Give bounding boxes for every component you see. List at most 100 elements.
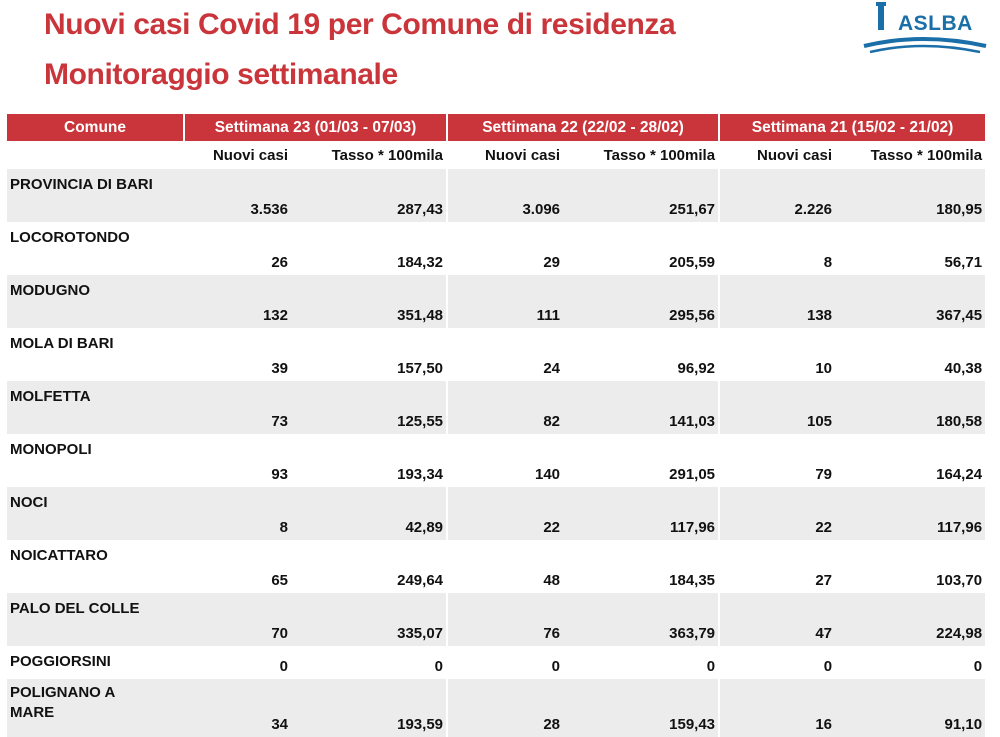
nuovi-casi-value: 70	[184, 593, 291, 646]
table-subheader-row: Nuovi casi Tasso * 100mila Nuovi casi Ta…	[7, 141, 985, 169]
nuovi-casi-value: 26	[271, 254, 288, 271]
table-body: PROVINCIA DI BARI 3.536 287,43 3.096 251,67 2…	[7, 169, 986, 737]
nuovi-casi-value: 24	[446, 328, 564, 381]
tasso-value: 96,92	[677, 360, 716, 377]
nuovi-casi-value: 105	[718, 381, 836, 434]
comune-name: MONOPOLI	[10, 441, 92, 458]
nuovi-casi-value: 79	[718, 434, 836, 487]
nuovi-casi-value: 73	[184, 381, 291, 434]
nuovi-casi-value: 22	[718, 487, 836, 540]
table-header-row: Comune Settimana 23 (01/03 - 07/03) Sett…	[7, 114, 986, 141]
comune-name: NOCI	[7, 487, 184, 540]
nuovi-casi-value: 27	[718, 540, 836, 593]
tasso-value: 159,43	[563, 679, 720, 737]
nuovi-casi-value: 3.096	[446, 169, 564, 222]
header-week-22: Settimana 22 (22/02 - 28/02)	[446, 114, 720, 141]
table-row: POGGIORSINI 0 0 0 0 0 0	[7, 646, 985, 679]
tasso-value: 193,34	[397, 466, 444, 483]
comune-name: MOLA DI BARI	[10, 335, 114, 352]
header-comune: Comune	[7, 114, 184, 141]
tasso-value: 91,10	[835, 679, 986, 737]
page-subtitle: Monitoraggio settimanale	[44, 58, 398, 91]
tasso-value: 40,38	[944, 360, 983, 377]
tasso-value: 0	[434, 658, 444, 675]
tasso-value: 164,24	[936, 466, 983, 483]
nuovi-casi-value: 22	[446, 487, 564, 540]
table-row: POLIGNANO A MARE 34 193,59 28 159,43 16 91,10	[7, 679, 986, 737]
tasso-value: 157,50	[397, 360, 444, 377]
nuovi-casi-value: 29	[446, 222, 564, 275]
nuovi-casi-value: 28	[446, 679, 564, 737]
tasso-value: 141,03	[563, 381, 720, 434]
tasso-value: 363,79	[563, 593, 720, 646]
tasso-value: 103,70	[936, 572, 983, 589]
tasso-value: 180,58	[835, 381, 986, 434]
asl-bari-logo	[863, 2, 987, 54]
tasso-value: 251,67	[563, 169, 720, 222]
subheader-nuovi-casi: Nuovi casi	[718, 141, 836, 169]
comune-name: PALO DEL COLLE	[7, 593, 184, 646]
nuovi-casi-value: 8	[718, 222, 836, 275]
tasso-value: 0	[706, 658, 716, 675]
table-row: LOCOROTONDO 26 184,32 29 205,59 8 56,71	[7, 222, 985, 275]
subheader-tasso: Tasso * 100mila	[603, 146, 716, 164]
subheader-tasso: Tasso * 100mila	[870, 146, 983, 164]
tasso-value: 287,43	[291, 169, 448, 222]
nuovi-casi-value: 111	[446, 275, 564, 328]
nuovi-casi-value: 0	[718, 646, 836, 679]
nuovi-casi-value: 65	[271, 572, 288, 589]
tasso-value: 224,98	[835, 593, 986, 646]
nuovi-casi-value: 39	[271, 360, 288, 377]
nuovi-casi-value: 76	[446, 593, 564, 646]
nuovi-casi-value: 2.226	[718, 169, 836, 222]
nuovi-casi-value: 82	[446, 381, 564, 434]
nuovi-casi-value: 10	[718, 328, 836, 381]
nuovi-casi-value: 34	[184, 679, 291, 737]
comune-name: MOLFETTA	[7, 381, 184, 434]
tasso-value: 117,96	[835, 487, 986, 540]
nuovi-casi-value: 140	[446, 434, 564, 487]
nuovi-casi-value: 0	[279, 658, 288, 675]
tasso-value: 367,45	[835, 275, 986, 328]
table-row: PROVINCIA DI BARI 3.536 287,43 3.096 251,67 2…	[7, 169, 986, 222]
header-week-21: Settimana 21 (15/02 - 21/02)	[718, 114, 986, 141]
comune-name: LOCOROTONDO	[10, 229, 130, 246]
nuovi-casi-value: 138	[718, 275, 836, 328]
tasso-value: 184,32	[397, 254, 444, 271]
table-row: MONOPOLI 93 193,34 140 291,05 79 164,24	[7, 434, 985, 487]
tasso-value: 193,59	[291, 679, 448, 737]
comune-name: POLIGNANO A MARE	[7, 679, 184, 737]
tasso-value: 335,07	[291, 593, 448, 646]
header-week-23: Settimana 23 (01/03 - 07/03)	[182, 114, 448, 141]
comune-name: POGGIORSINI	[10, 653, 111, 670]
nuovi-casi-value: 48	[446, 540, 564, 593]
tasso-value: 184,35	[669, 572, 716, 589]
logo-text: ASLBA	[898, 12, 973, 35]
subheader-nuovi-casi: Nuovi casi	[446, 141, 564, 169]
table-row: NOICATTARO 65 249,64 48 184,35 27 103,70	[7, 540, 985, 593]
comune-name: MODUGNO	[7, 275, 184, 328]
cases-table: Comune Settimana 23 (01/03 - 07/03) Sett…	[7, 114, 986, 737]
nuovi-casi-value: 16	[718, 679, 836, 737]
tasso-value: 0	[973, 658, 983, 675]
tasso-value: 117,96	[563, 487, 720, 540]
subheader-tasso: Tasso * 100mila	[331, 146, 444, 164]
nuovi-casi-value: 3.536	[184, 169, 291, 222]
tasso-value: 205,59	[669, 254, 716, 271]
tasso-value: 42,89	[291, 487, 448, 540]
tasso-value: 295,56	[563, 275, 720, 328]
tasso-value: 351,48	[291, 275, 448, 328]
page-title: Nuovi casi Covid 19 per Comune di reside…	[44, 8, 676, 41]
tasso-value: 125,55	[291, 381, 448, 434]
table-row: MOLA DI BARI 39 157,50 24 96,92 10 40,38	[7, 328, 985, 381]
subheader-nuovi-casi: Nuovi casi	[212, 146, 288, 164]
table-row: MOLFETTA 73 125,55 82 141,03 105 180,58	[7, 381, 986, 434]
tasso-value: 249,64	[397, 572, 444, 589]
nuovi-casi-value: 8	[184, 487, 291, 540]
comune-name: PROVINCIA DI BARI	[7, 169, 184, 222]
table-row: PALO DEL COLLE 70 335,07 76 363,79 47 224,98	[7, 593, 986, 646]
tasso-value: 180,95	[835, 169, 986, 222]
table-row: MODUGNO 132 351,48 111 295,56 138 367,45	[7, 275, 986, 328]
comune-name: NOICATTARO	[10, 547, 108, 564]
nuovi-casi-value: 0	[446, 646, 564, 679]
